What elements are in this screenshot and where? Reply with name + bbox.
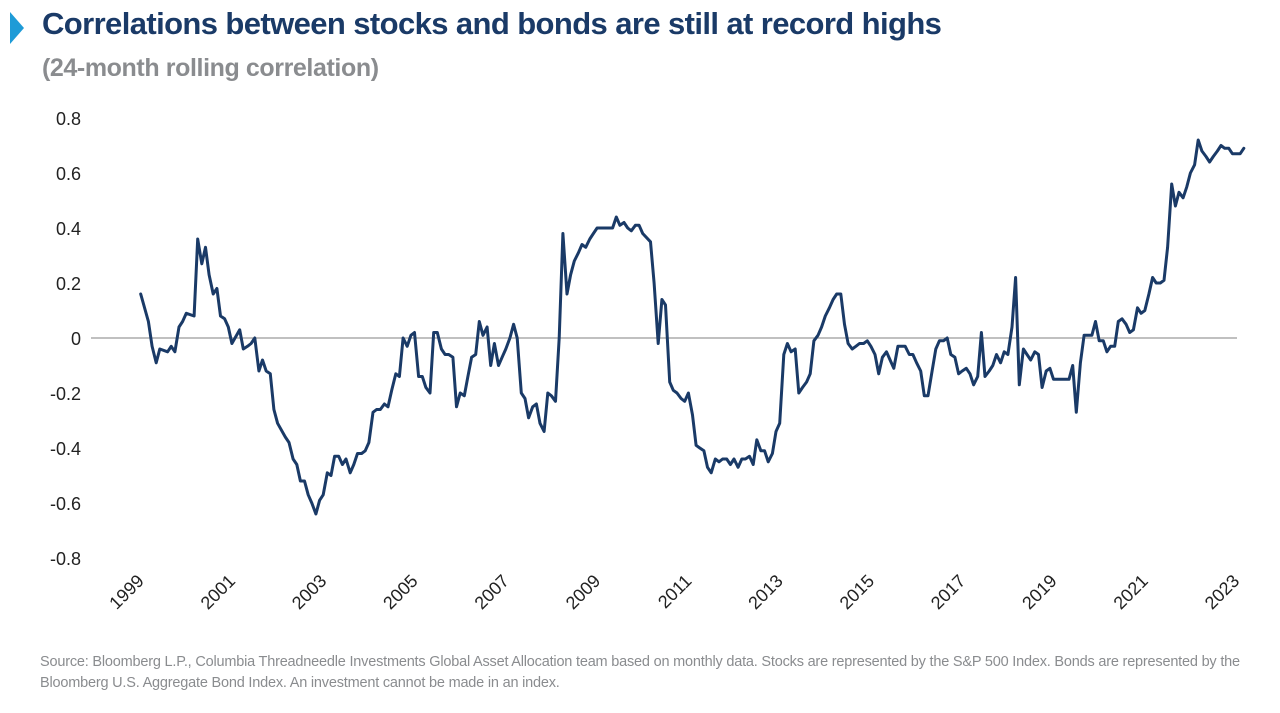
x-tick-label: 2015 xyxy=(836,571,878,613)
x-tick-label: 2003 xyxy=(288,571,330,613)
y-tick-label: -0.8 xyxy=(50,549,81,569)
x-tick-label: 2007 xyxy=(471,571,513,613)
title-arrow-icon xyxy=(10,12,24,44)
x-tick-label: 2009 xyxy=(562,571,604,613)
series-line xyxy=(139,138,1246,516)
line-chart: 0.8 0.6 0.4 0.2 0 -0.2 -0.4 -0.6 -0.8 1999 2001 20… xyxy=(50,109,1246,613)
x-tick-label: 2001 xyxy=(197,571,239,613)
y-axis: 0.8 0.6 0.4 0.2 0 -0.2 -0.4 -0.6 -0.8 xyxy=(50,109,81,569)
y-tick-label: -0.4 xyxy=(50,439,81,459)
y-tick-label: -0.2 xyxy=(50,384,81,404)
y-tick-label: 0.6 xyxy=(56,164,81,184)
y-tick-label: -0.6 xyxy=(50,494,81,514)
x-tick-label: 2011 xyxy=(654,571,696,613)
x-tick-label: 2013 xyxy=(744,571,786,613)
x-tick-label: 2021 xyxy=(1110,571,1152,613)
x-tick-label: 2017 xyxy=(927,571,969,613)
x-tick-label: 2023 xyxy=(1201,571,1243,613)
chart-title: Correlations between stocks and bonds ar… xyxy=(42,6,942,41)
x-axis: 1999 2001 2003 2005 2007 2009 2011 2013 2015 2017… xyxy=(105,571,1243,613)
y-tick-label: 0.4 xyxy=(56,219,81,239)
x-tick-label: 2019 xyxy=(1018,571,1060,613)
x-tick-label: 1999 xyxy=(105,571,147,613)
source-note: Source: Bloomberg L.P., Columbia Threadn… xyxy=(40,654,1240,691)
y-tick-label: 0.8 xyxy=(56,109,81,129)
y-tick-label: 0.2 xyxy=(56,274,81,294)
x-tick-label: 2005 xyxy=(379,571,421,613)
chart-subtitle: (24-month rolling correlation) xyxy=(42,54,379,82)
y-tick-label: 0 xyxy=(71,329,81,349)
